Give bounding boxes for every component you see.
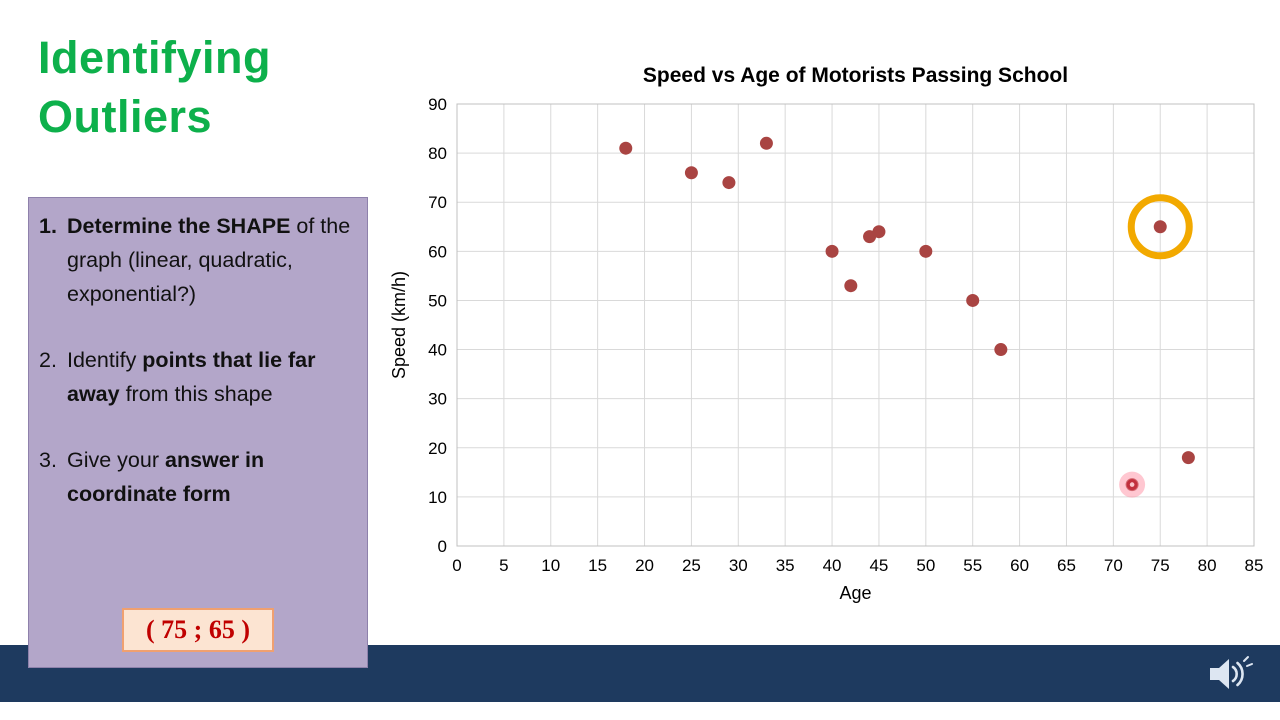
- svg-text:70: 70: [428, 193, 447, 212]
- svg-text:50: 50: [916, 556, 935, 575]
- instruction-text: Identify points that lie far away from t…: [67, 347, 316, 406]
- svg-text:45: 45: [869, 556, 888, 575]
- instruction-text: Give your answer in coordinate form: [67, 447, 265, 506]
- svg-text:40: 40: [428, 341, 447, 360]
- svg-text:20: 20: [428, 439, 447, 458]
- speaker-body: [1210, 658, 1229, 689]
- svg-text:85: 85: [1245, 556, 1264, 575]
- svg-text:60: 60: [1010, 556, 1029, 575]
- instructions-panel: 1. Determine the SHAPE of the graph (line…: [28, 197, 368, 668]
- svg-text:15: 15: [588, 556, 607, 575]
- svg-text:70: 70: [1104, 556, 1123, 575]
- svg-text:90: 90: [428, 95, 447, 114]
- instruction-number: 1.: [39, 214, 57, 238]
- svg-text:40: 40: [823, 556, 842, 575]
- speaker-icon[interactable]: [1206, 653, 1254, 695]
- svg-text:55: 55: [963, 556, 982, 575]
- svg-text:Age: Age: [839, 583, 871, 603]
- page-title-line2: Outliers: [38, 91, 213, 143]
- instruction-number: 3.: [39, 447, 57, 472]
- svg-text:60: 60: [428, 242, 447, 261]
- instruction-text: Determine the SHAPE of the graph (linear…: [67, 214, 351, 306]
- svg-text:0: 0: [438, 537, 447, 556]
- svg-text:75: 75: [1151, 556, 1170, 575]
- speaker-wave-large: [1236, 661, 1244, 686]
- svg-text:30: 30: [428, 390, 447, 409]
- svg-text:0: 0: [452, 556, 461, 575]
- answer-chip: ( 75 ; 65 ): [122, 608, 274, 652]
- instruction-item: 2. Identify points that lie far away from…: [39, 344, 353, 412]
- page-title: Identifying Outliers: [38, 28, 271, 147]
- svg-text:25: 25: [682, 556, 701, 575]
- instruction-item: 3. Give your answer in coordinate form: [39, 444, 353, 512]
- instruction-item: 1. Determine the SHAPE of the graph (line…: [39, 210, 353, 312]
- svg-text:10: 10: [541, 556, 560, 575]
- svg-text:20: 20: [635, 556, 654, 575]
- page-title-line1: Identifying: [38, 32, 271, 83]
- instructions-list: 1. Determine the SHAPE of the graph (line…: [39, 210, 353, 512]
- speaker-sparkle-lines: [1243, 655, 1253, 667]
- svg-text:Speed (km/h): Speed (km/h): [390, 271, 409, 379]
- svg-text:80: 80: [428, 144, 447, 163]
- answer-text: ( 75 ; 65 ): [146, 615, 250, 644]
- svg-text:80: 80: [1198, 556, 1217, 575]
- scatter-chart: 0 5 10 15 20 25 30 35 40 45 50 55 60 65 70 75 80 85 0 10 20 3…: [390, 55, 1270, 615]
- svg-text:35: 35: [776, 556, 795, 575]
- svg-text:65: 65: [1057, 556, 1076, 575]
- instruction-number: 2.: [39, 347, 57, 372]
- svg-text:5: 5: [499, 556, 508, 575]
- speaker-wave-small: [1231, 665, 1238, 682]
- svg-text:50: 50: [428, 291, 447, 310]
- svg-text:30: 30: [729, 556, 748, 575]
- svg-text:Speed vs Age of Motorists Pass: Speed vs Age of Motorists Passing School: [643, 64, 1068, 87]
- scatter-chart-svg: 0 5 10 15 20 25 30 35 40 45 50 55 60 65 70 75 80 85 0 10 20 3…: [390, 64, 1264, 603]
- svg-text:10: 10: [428, 488, 447, 507]
